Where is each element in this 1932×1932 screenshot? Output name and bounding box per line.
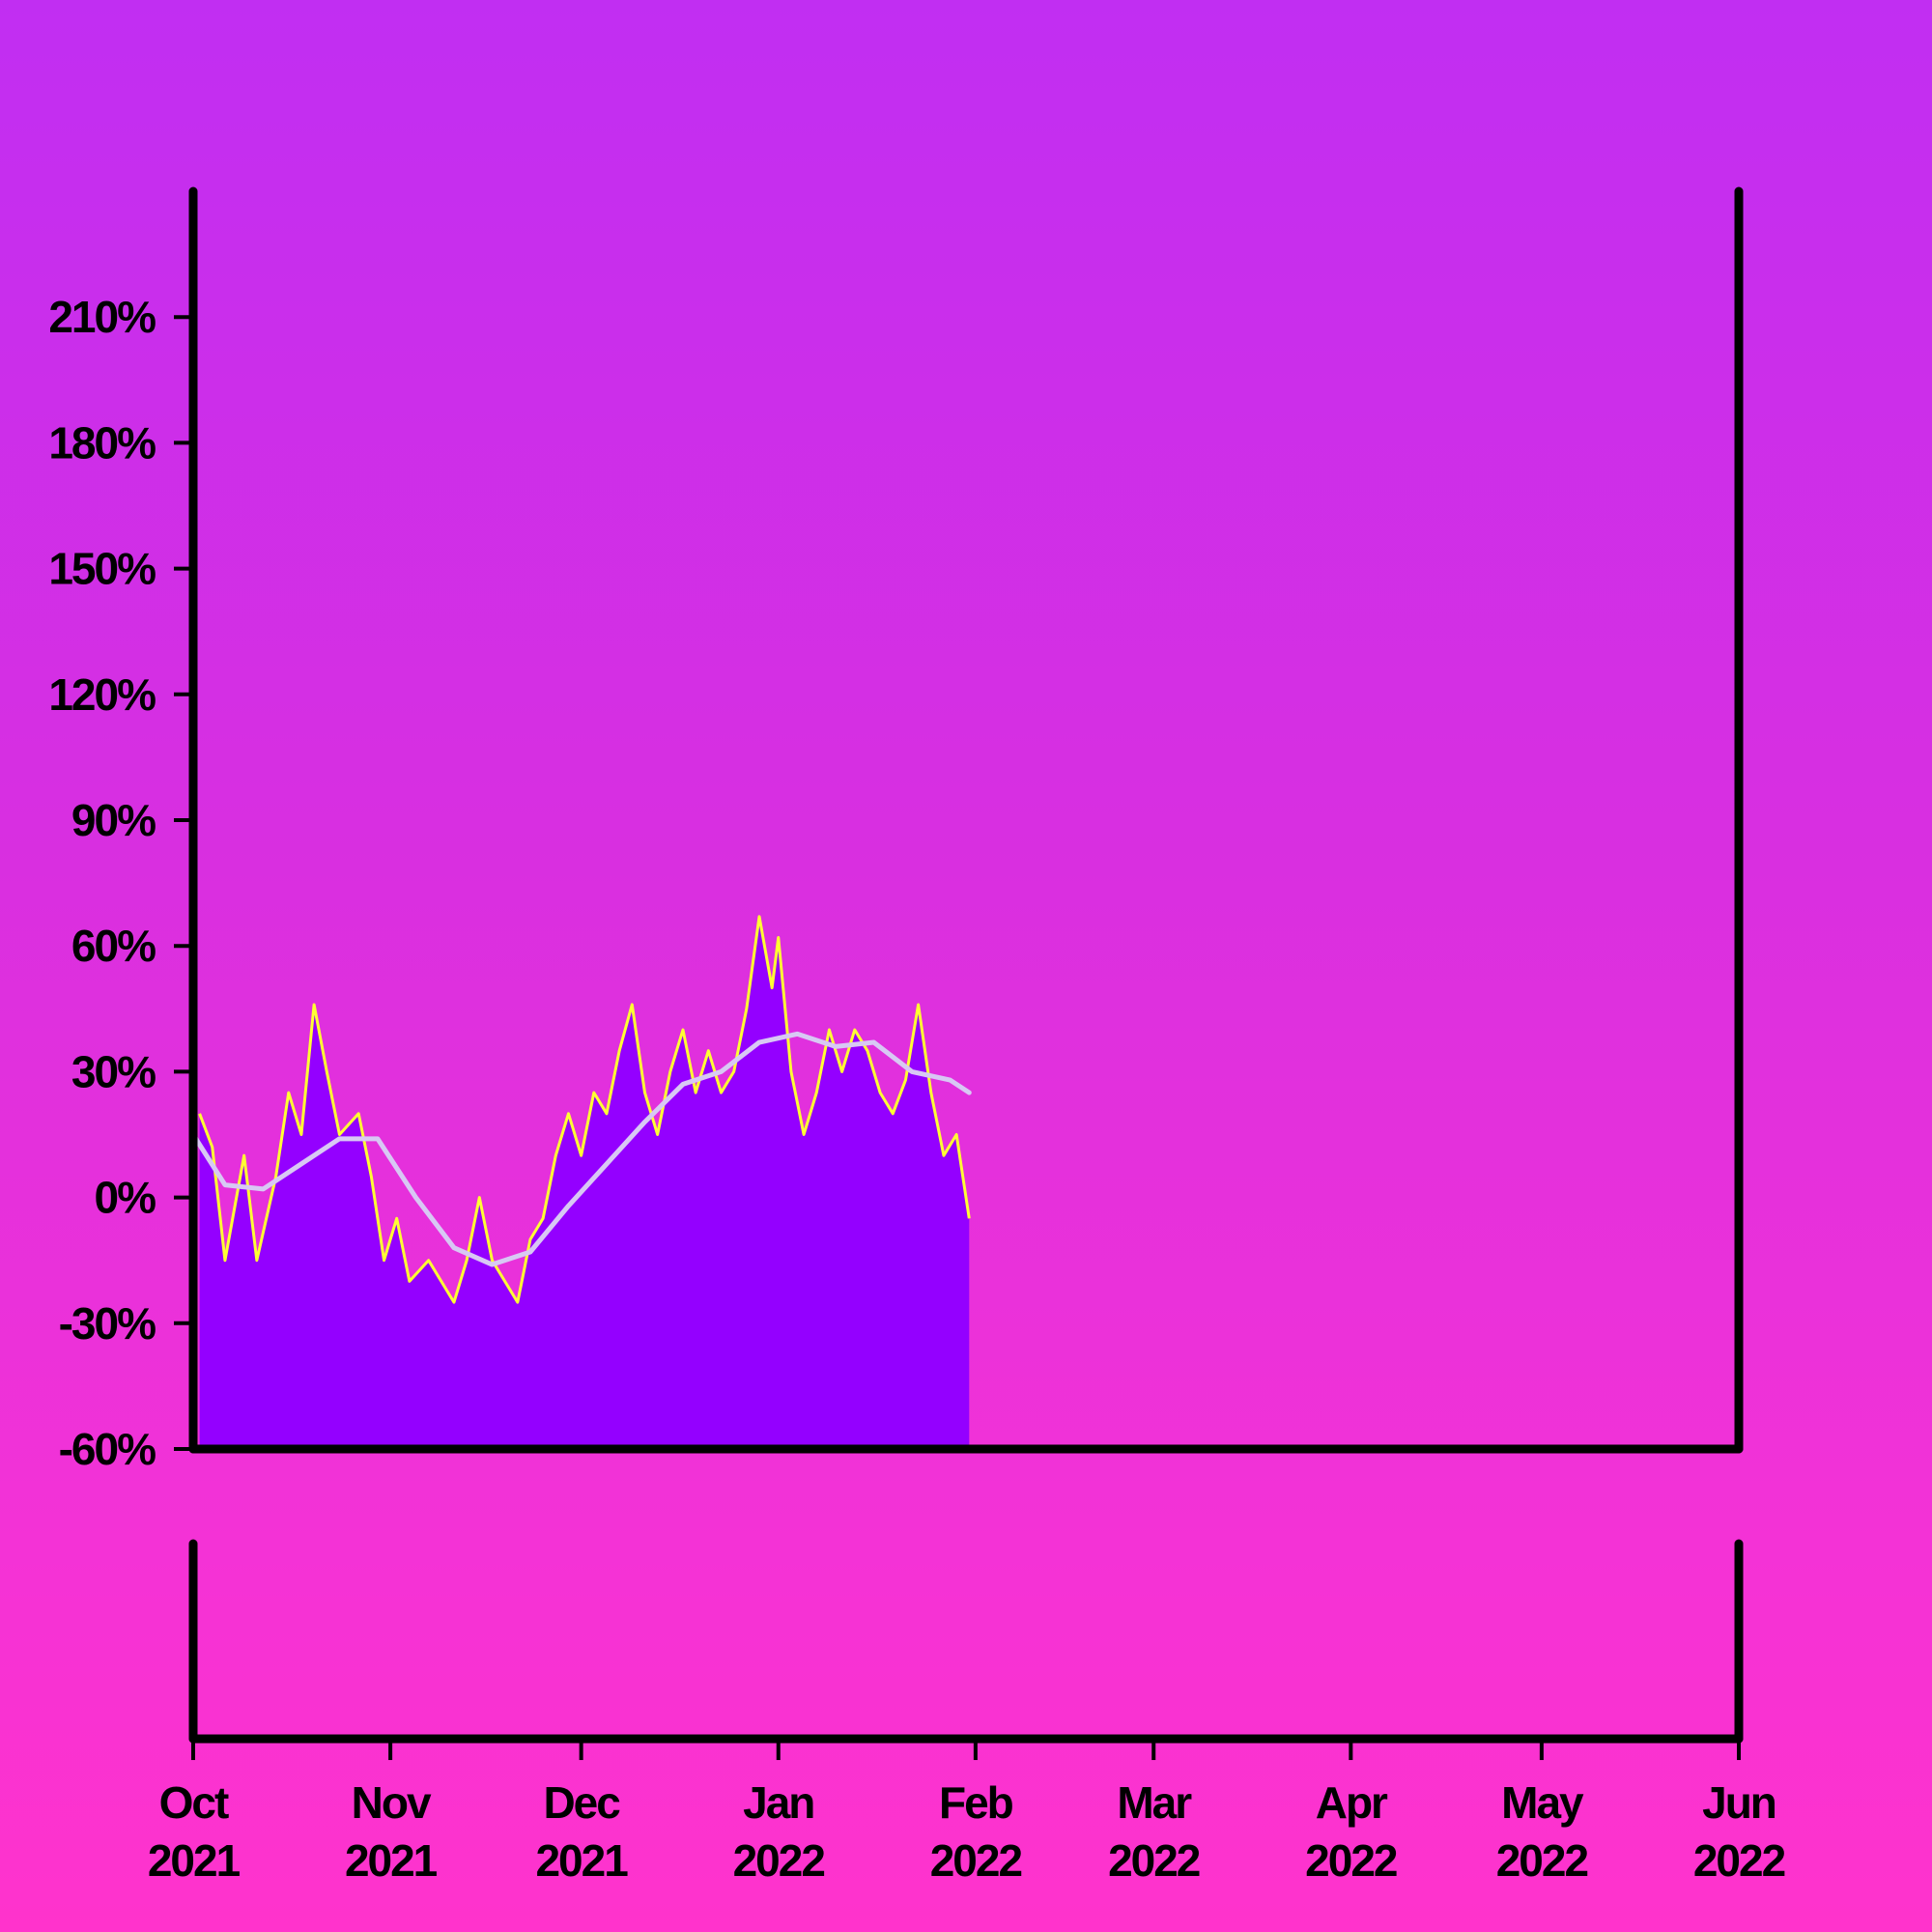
y-axis: 210% 180% 150% 120% 90% 60% 30% 0% -30% -60%: [48, 292, 193, 1474]
y-tick-label: 180%: [48, 417, 156, 468]
x-tick-label-month: Feb: [939, 1777, 1013, 1828]
value-line: [198, 915, 971, 1304]
x-axis: Oct 2021 Nov 2021 Dec 2021 Jan 2022 Feb 2022 Mar 20…: [148, 1739, 1787, 1886]
y-tick-label: 30%: [71, 1046, 156, 1096]
x-tick-label-month: Mar: [1117, 1777, 1192, 1828]
y-tick-label: -60%: [59, 1424, 156, 1474]
x-tick-label-month: Jan: [743, 1777, 813, 1828]
y-tick-label: 210%: [48, 292, 156, 342]
volume-plot: [188, 1539, 1744, 1744]
y-tick-label: 150%: [48, 544, 156, 594]
x-tick-label-year: 2022: [733, 1835, 825, 1886]
main-plot: [188, 186, 1744, 1454]
x-tick-label-year: 2021: [345, 1835, 438, 1886]
y-tick-label: 90%: [71, 795, 156, 845]
x-tick-label-year: 2022: [1496, 1835, 1588, 1886]
x-tick-label-month: Jun: [1702, 1777, 1776, 1828]
x-tick-label-year: 2022: [1693, 1835, 1785, 1886]
x-tick-label-year: 2022: [930, 1835, 1022, 1886]
x-tick-label-year: 2021: [148, 1835, 241, 1886]
y-tick-label: 120%: [48, 669, 156, 720]
x-tick-label-month: Nov: [352, 1777, 432, 1828]
x-tick-label-month: May: [1501, 1777, 1584, 1828]
y-tick-label: 60%: [71, 921, 156, 971]
y-tick-label: -30%: [59, 1298, 156, 1349]
x-tick-label-year: 2021: [535, 1835, 628, 1886]
x-tick-label-month: Apr: [1316, 1777, 1388, 1828]
value-area: [199, 916, 970, 1449]
x-tick-label-year: 2022: [1305, 1835, 1397, 1886]
y-tick-label: 0%: [95, 1173, 156, 1223]
x-tick-label-month: Oct: [159, 1777, 229, 1828]
x-tick-label-month: Dec: [543, 1777, 620, 1828]
x-tick-label-year: 2022: [1108, 1835, 1200, 1886]
average-line: [190, 1031, 972, 1267]
